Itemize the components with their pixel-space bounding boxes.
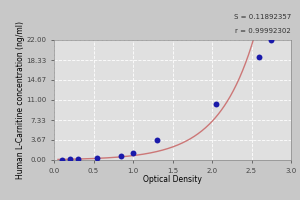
Point <box>119 155 124 158</box>
Point <box>257 56 262 59</box>
Point <box>214 102 218 105</box>
Y-axis label: Human L-Carnitine concentration (ng/ml): Human L-Carnitine concentration (ng/ml) <box>16 21 25 179</box>
Point <box>59 158 64 161</box>
Point <box>68 158 72 161</box>
Point <box>269 38 274 42</box>
Point <box>95 156 100 160</box>
Text: S = 0.11892357: S = 0.11892357 <box>234 14 291 20</box>
Point <box>154 138 159 141</box>
X-axis label: Optical Density: Optical Density <box>143 175 202 184</box>
Text: r = 0.99992302: r = 0.99992302 <box>235 28 291 34</box>
Point <box>75 157 80 161</box>
Point <box>130 152 135 155</box>
